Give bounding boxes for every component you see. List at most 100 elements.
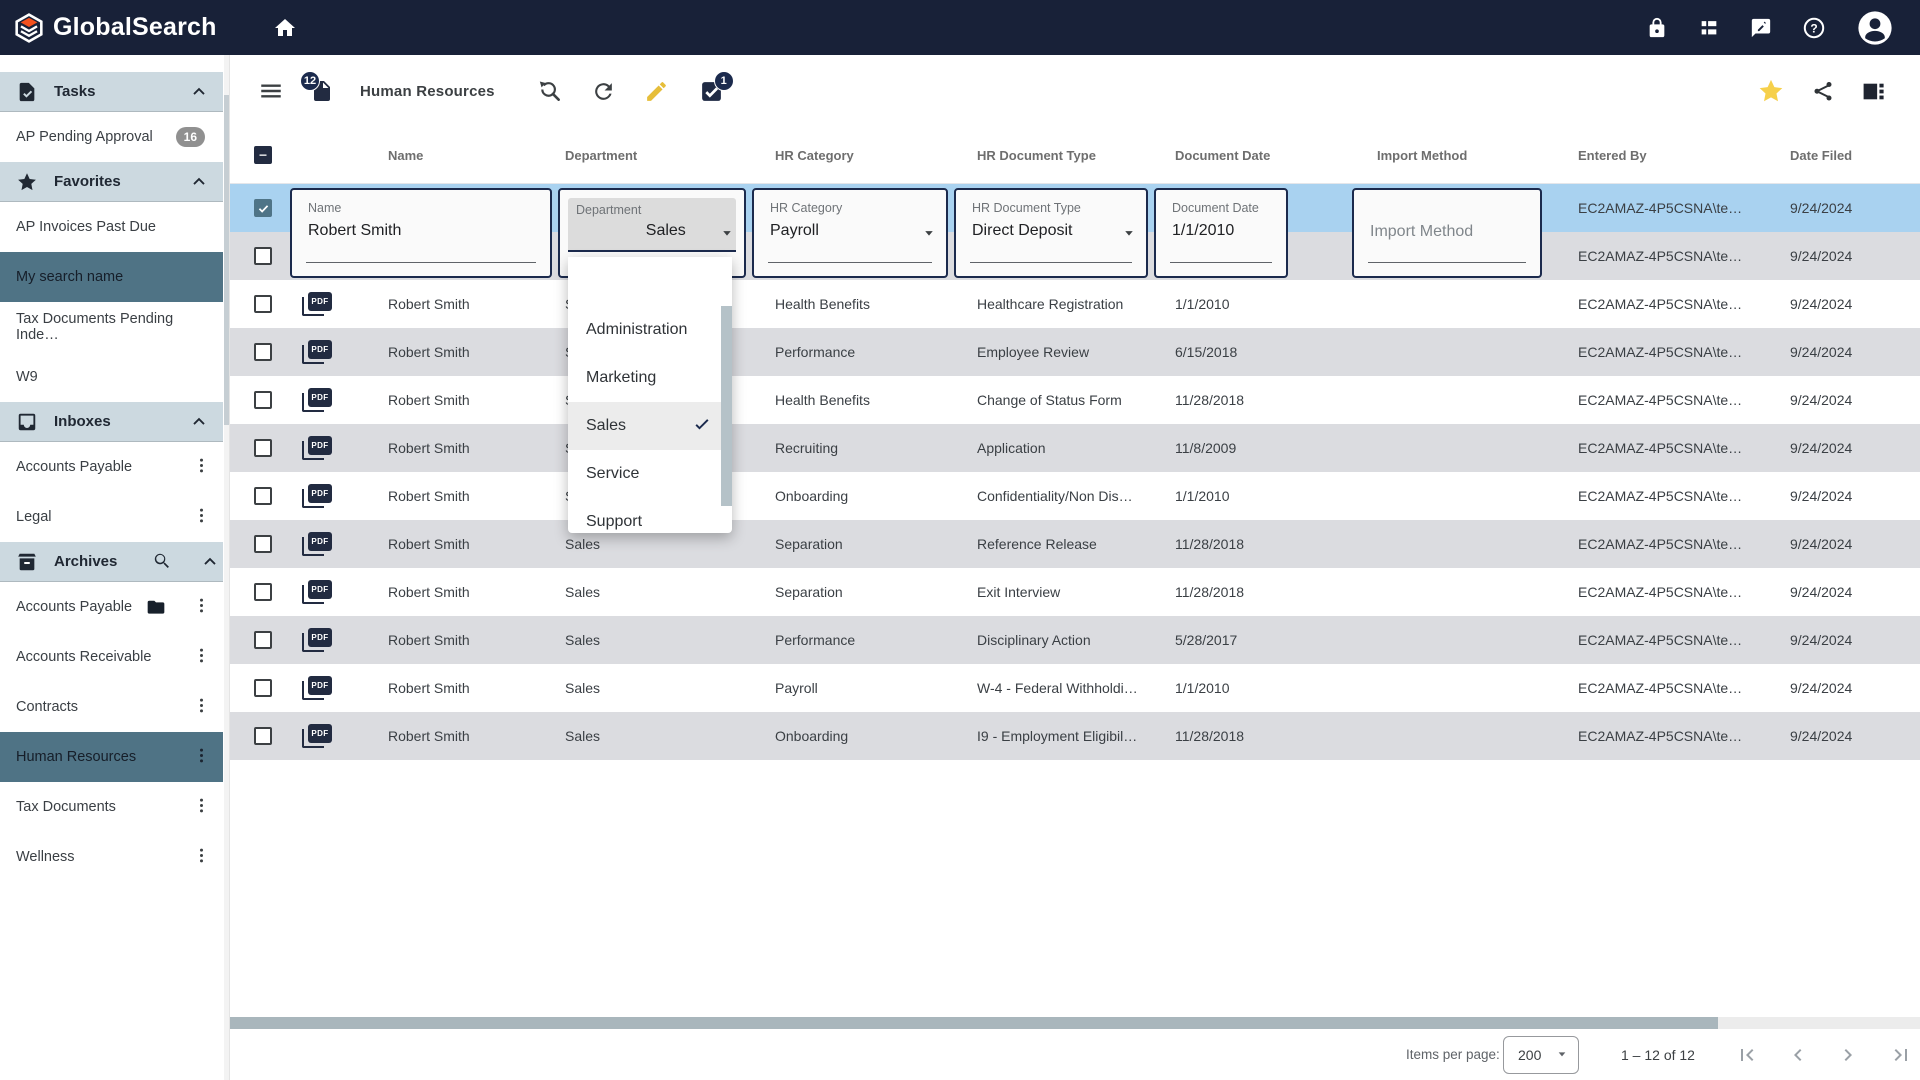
pdf-document-icon[interactable]: PDF [302,340,332,365]
first-page-button[interactable] [1735,1043,1759,1067]
edit-field-name[interactable]: Name Robert Smith [290,188,552,278]
column-header-date-filed[interactable]: Date Filed [1790,127,1852,183]
department-option-marketing[interactable]: Marketing [568,354,732,402]
sidebar-item-accounts-payable[interactable]: Accounts Payable [0,442,223,492]
table-row[interactable]: PDFRobert SmithSalesHealth BenefitsHealt… [230,280,1920,328]
row-checkbox[interactable] [254,439,272,457]
card-view-button[interactable] [1698,17,1720,39]
tasks-queue-button[interactable]: 1 [699,79,724,104]
sidebar-section-tasks[interactable]: Tasks [0,72,223,112]
share-button[interactable] [1811,79,1835,103]
sidebar-item-contracts[interactable]: Contracts [0,682,223,732]
pdf-document-icon[interactable]: PDF [302,580,332,605]
dropdown-scrollbar-thumb[interactable] [721,306,732,506]
item-options-button[interactable] [190,794,213,820]
select-all-checkbox[interactable] [254,146,272,164]
row-checkbox[interactable] [254,487,272,505]
column-header-department[interactable]: Department [565,127,637,183]
department-option-administration[interactable]: Administration [568,306,732,354]
document-count-button[interactable]: 12 [310,79,334,103]
row-checkbox[interactable] [254,295,272,313]
sidebar-item-ap-invoices-past-due[interactable]: AP Invoices Past Due [0,202,223,252]
table-row[interactable]: PDFRobert SmithSalesPerformanceDisciplin… [230,616,1920,664]
item-options-button[interactable] [190,844,213,870]
row-checkbox[interactable] [254,631,272,649]
item-options-button[interactable] [190,694,213,720]
edit-field-import-method[interactable]: Import Method [1352,188,1542,278]
next-page-button[interactable] [1836,1043,1860,1067]
item-options-button[interactable] [190,594,213,620]
brand[interactable]: GlobalSearch [14,13,217,43]
department-option-service[interactable]: Service [568,450,732,498]
department-option-empty[interactable] [568,257,732,306]
column-header-name[interactable]: Name [388,127,423,183]
lock-button[interactable] [1646,17,1668,39]
feedback-button[interactable] [1750,17,1772,39]
department-option-sales[interactable]: Sales [568,402,732,450]
sidebar-item-tax-documents-pending-inde[interactable]: Tax Documents Pending Inde… [0,302,223,352]
row-checkbox[interactable] [254,583,272,601]
home-button[interactable] [273,16,297,40]
item-options-button[interactable] [190,644,213,670]
pdf-document-icon[interactable]: PDF [302,676,332,701]
sidebar-item-legal[interactable]: Legal [0,492,223,542]
refresh-button[interactable] [591,79,616,104]
column-header-hr-category[interactable]: HR Category [775,127,854,183]
pdf-document-icon[interactable]: PDF [302,388,332,413]
row-checkbox[interactable] [254,535,272,553]
last-page-button[interactable] [1889,1043,1913,1067]
row-checkbox[interactable] [254,247,272,265]
help-button[interactable]: ? [1802,16,1826,40]
horizontal-scrollbar-thumb[interactable] [230,1017,1718,1029]
sidebar-item-wellness[interactable]: Wellness [0,832,223,882]
detail-view-button[interactable] [1861,79,1886,104]
sidebar-item-accounts-payable[interactable]: Accounts Payable [0,582,223,632]
row-checkbox[interactable] [254,727,272,745]
sidebar-item-my-search-name[interactable]: My search name [0,252,223,302]
pdf-document-icon[interactable]: PDF [302,724,332,749]
table-row[interactable]: PDFRobert SmithSalesSeparationExit Inter… [230,568,1920,616]
favorite-star-button[interactable] [1757,77,1785,105]
edit-field-document-date[interactable]: Document Date 1/1/2010 [1154,188,1288,278]
sidebar-section-inboxes[interactable]: Inboxes [0,402,223,442]
row-checkbox[interactable] [254,199,272,217]
table-row[interactable]: PDFRobert SmithSalesOnboardingI9 - Emplo… [230,712,1920,760]
previous-page-button[interactable] [1786,1043,1810,1067]
column-header-document-date[interactable]: Document Date [1175,127,1270,183]
edit-field-hr-document-type[interactable]: HR Document Type Direct Deposit [954,188,1148,278]
archives-search-button[interactable] [149,548,174,576]
sidebar-item-accounts-receivable[interactable]: Accounts Receivable [0,632,223,682]
page-size-select[interactable]: 200 [1503,1036,1579,1074]
sidebar-item-human-resources[interactable]: Human Resources [0,732,223,782]
menu-button[interactable] [258,78,284,104]
department-option-support[interactable]: Support [568,498,732,533]
pdf-document-icon[interactable]: PDF [302,532,332,557]
sidebar-item-w9[interactable]: W9 [0,352,223,402]
edit-field-hr-category[interactable]: HR Category Payroll [752,188,948,278]
table-row[interactable]: PDFRobert SmithSalesRecruitingApplicatio… [230,424,1920,472]
table-row[interactable]: PDFRobert SmithSalesHealth BenefitsChang… [230,376,1920,424]
account-button[interactable] [1856,9,1894,47]
item-options-button[interactable] [190,454,213,480]
table-row[interactable]: PDFRobert SmithSalesSeparationReference … [230,520,1920,568]
row-checkbox[interactable] [254,679,272,697]
column-header-entered-by[interactable]: Entered By [1578,127,1647,183]
pdf-document-icon[interactable]: PDF [302,292,332,317]
table-row[interactable]: PDFRobert SmithSalesPayrollW-4 - Federal… [230,664,1920,712]
edit-button[interactable] [644,79,669,104]
column-header-hr-document-type[interactable]: HR Document Type [977,127,1096,183]
sidebar-item-tax-documents[interactable]: Tax Documents [0,782,223,832]
row-checkbox[interactable] [254,391,272,409]
sidebar-section-favorites[interactable]: Favorites [0,162,223,202]
sidebar-section-archives[interactable]: Archives [0,542,223,582]
row-checkbox[interactable] [254,343,272,361]
table-row[interactable]: PDFRobert SmithSalesOnboardingConfidenti… [230,472,1920,520]
pdf-document-icon[interactable]: PDF [302,436,332,461]
refine-search-button[interactable] [537,78,563,104]
pdf-document-icon[interactable]: PDF [302,628,332,653]
column-header-import-method[interactable]: Import Method [1377,127,1467,183]
sidebar-scrollbar-thumb[interactable] [224,95,229,425]
pdf-document-icon[interactable]: PDF [302,484,332,509]
sidebar-item-ap-pending-approval[interactable]: AP Pending Approval16 [0,112,223,162]
item-options-button[interactable] [190,504,213,530]
